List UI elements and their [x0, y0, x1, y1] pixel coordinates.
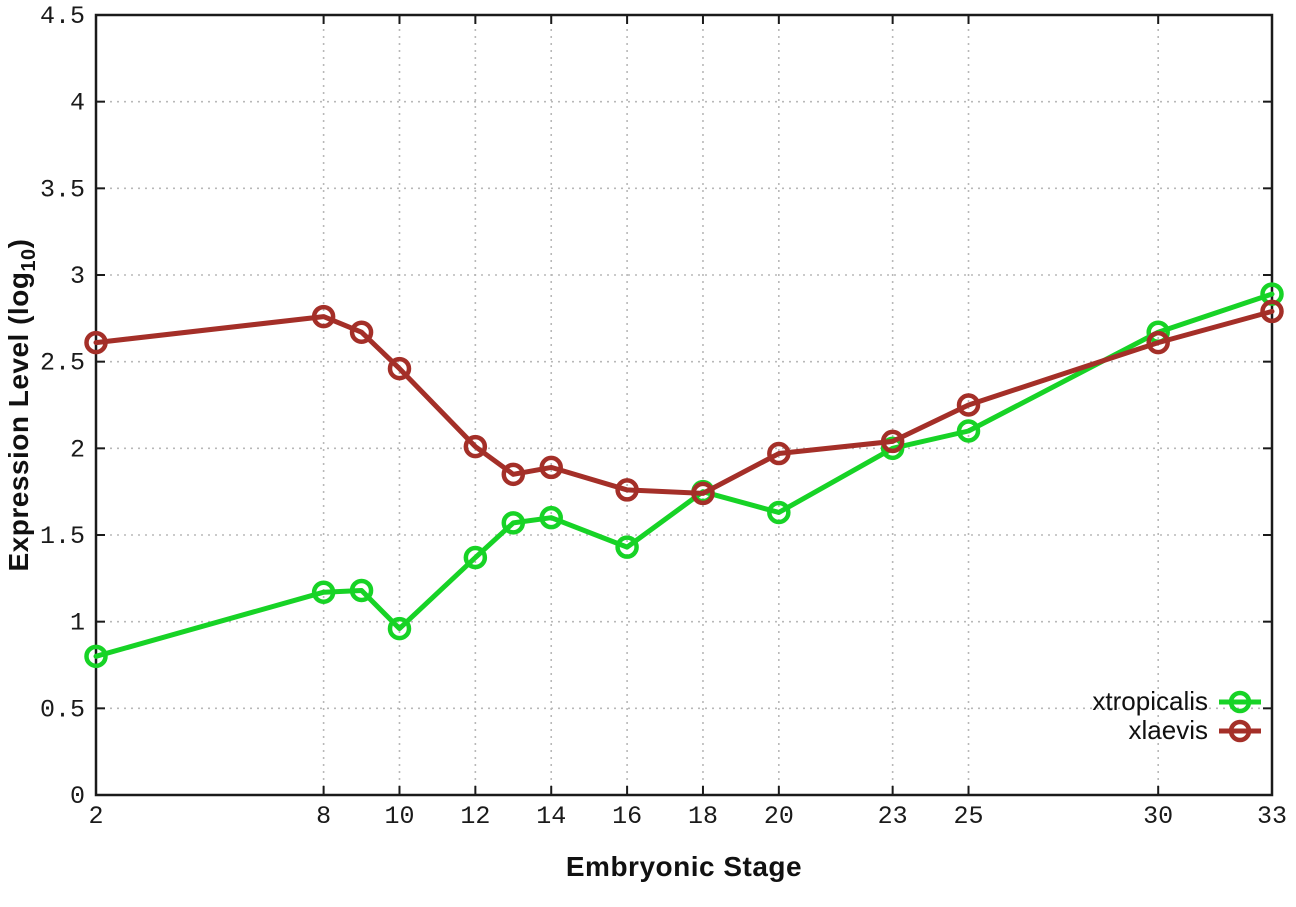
legend: xtropicalis xlaevis [1092, 686, 1262, 745]
data-point-xlaevis [1146, 330, 1170, 355]
y-tick-label: 1 [70, 609, 85, 638]
x-tick-label: 25 [954, 802, 984, 831]
data-point-xlaevis [691, 481, 715, 506]
x-tick-label: 2 [88, 802, 103, 831]
data-point-xtropicalis [84, 644, 108, 669]
data-point-xlaevis [463, 434, 488, 459]
legend-label-xtropicalis: xtropicalis [1092, 686, 1208, 716]
legend-item-xlaevis: xlaevis [1092, 715, 1262, 745]
x-tick-label: 33 [1257, 802, 1287, 831]
data-point-xtropicalis [501, 511, 526, 535]
data-point-xlaevis [1260, 299, 1284, 324]
data-point-xlaevis [767, 441, 791, 466]
x-axis-title: Embryonic Stage [565, 851, 803, 882]
data-point-xlaevis [84, 330, 108, 355]
x-tick-label: 16 [612, 802, 642, 831]
y-tick-label: 2 [70, 435, 85, 464]
y-axis-title-text: Expression Level (log [3, 271, 35, 572]
data-point-xlaevis [501, 462, 526, 487]
y-tick-label: 4 [70, 89, 85, 118]
x-tick-label: 12 [460, 802, 490, 831]
y-tick-label: 1.5 [40, 522, 85, 551]
data-point-xlaevis [387, 356, 412, 381]
data-point-xtropicalis [615, 535, 639, 559]
series-xlaevis [84, 299, 1284, 506]
y-axis-title-suffix: ) [3, 238, 35, 249]
data-point-xtropicalis [539, 505, 563, 530]
data-point-xlaevis [956, 393, 981, 417]
y-axis-title: Expression Level (log10) [3, 239, 41, 572]
data-point-xtropicalis [349, 578, 374, 603]
y-tick-label: 3.5 [40, 175, 85, 204]
series-xtropicalis [84, 282, 1284, 669]
data-point-xlaevis [615, 478, 639, 502]
legend-item-xtropicalis: xtropicalis [1092, 686, 1262, 716]
data-point-xlaevis [880, 429, 905, 454]
legend-label-xlaevis: xlaevis [1128, 715, 1208, 745]
legend-marker-xlaevis [1219, 719, 1261, 742]
x-tick-label: 8 [316, 802, 331, 831]
data-point-xlaevis [349, 320, 374, 344]
legend-marker-xtropicalis [1219, 690, 1261, 713]
x-tick-label: 20 [764, 802, 794, 831]
x-tick-label: 14 [536, 802, 566, 831]
data-point-xtropicalis [463, 545, 488, 570]
y-tick-label: 3 [70, 262, 85, 291]
x-tick-label: 10 [384, 802, 414, 831]
data-point-xtropicalis [767, 500, 791, 525]
y-tick-label: 4.5 [40, 2, 85, 31]
data-point-xlaevis [539, 455, 563, 480]
x-tick-label: 30 [1143, 802, 1173, 831]
y-axis-title-subscript: 10 [17, 248, 40, 272]
data-point-xtropicalis [311, 580, 336, 604]
y-tick-label: 2.5 [40, 349, 85, 378]
x-tick-label: 23 [878, 802, 908, 831]
y-tick-label: 0.5 [40, 695, 85, 724]
data-point-xtropicalis [387, 616, 412, 641]
x-tick-label: 18 [688, 802, 718, 831]
data-point-xtropicalis [956, 419, 981, 443]
data-point-xlaevis [311, 304, 336, 329]
y-tick-label: 0 [70, 782, 85, 811]
